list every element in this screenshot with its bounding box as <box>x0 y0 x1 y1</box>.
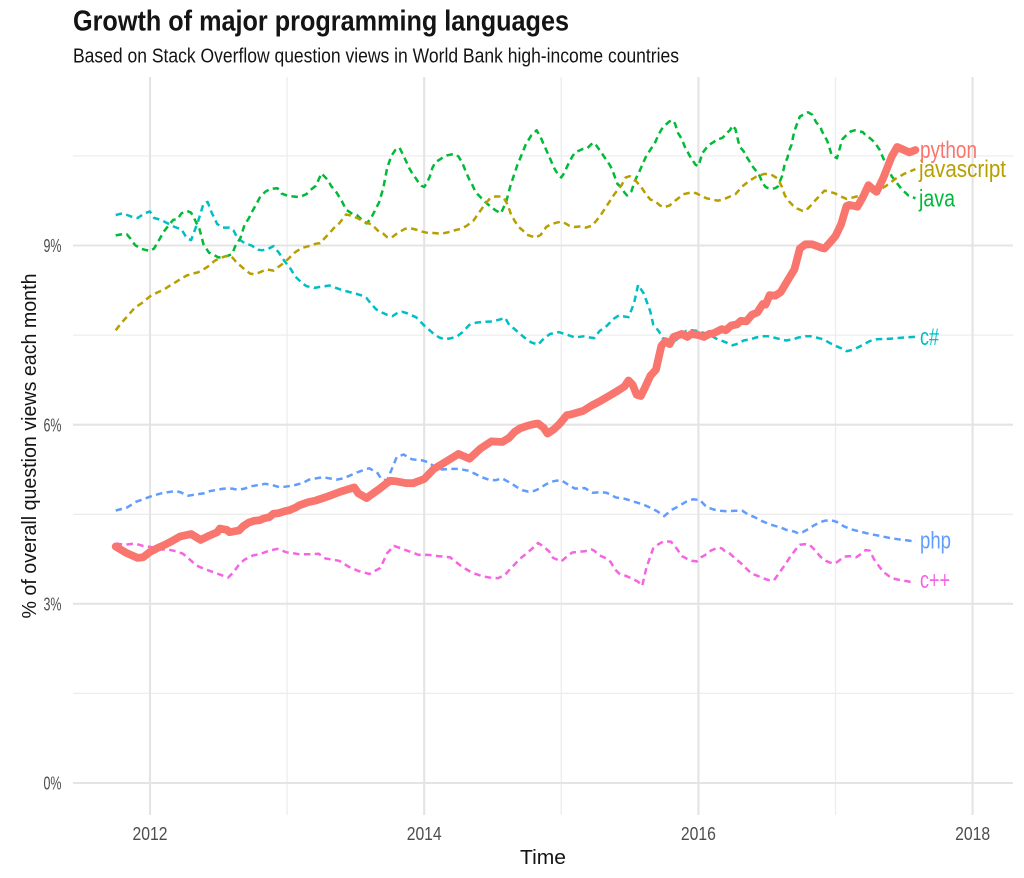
svg-text:6%: 6% <box>44 415 62 435</box>
svg-text:2018: 2018 <box>955 824 990 844</box>
svg-text:java: java <box>918 185 955 212</box>
svg-text:c++: c++ <box>920 567 950 594</box>
svg-text:php: php <box>920 528 951 555</box>
svg-text:0%: 0% <box>44 774 62 794</box>
svg-text:9%: 9% <box>44 236 62 256</box>
svg-text:Growth of major programming la: Growth of major programming languages <box>73 6 569 38</box>
svg-text:2014: 2014 <box>407 824 442 844</box>
svg-text:Based on Stack Overflow questi: Based on Stack Overflow question views i… <box>73 46 679 68</box>
svg-text:2012: 2012 <box>133 824 168 844</box>
svg-text:javascript: javascript <box>918 156 1006 183</box>
svg-text:Time: Time <box>520 847 566 869</box>
svg-text:% of overall question views ea: % of overall question views each month <box>19 274 41 619</box>
svg-text:3%: 3% <box>44 594 62 614</box>
svg-text:2016: 2016 <box>681 824 716 844</box>
svg-text:c#: c# <box>920 324 939 351</box>
svg-text:python: python <box>920 137 977 164</box>
